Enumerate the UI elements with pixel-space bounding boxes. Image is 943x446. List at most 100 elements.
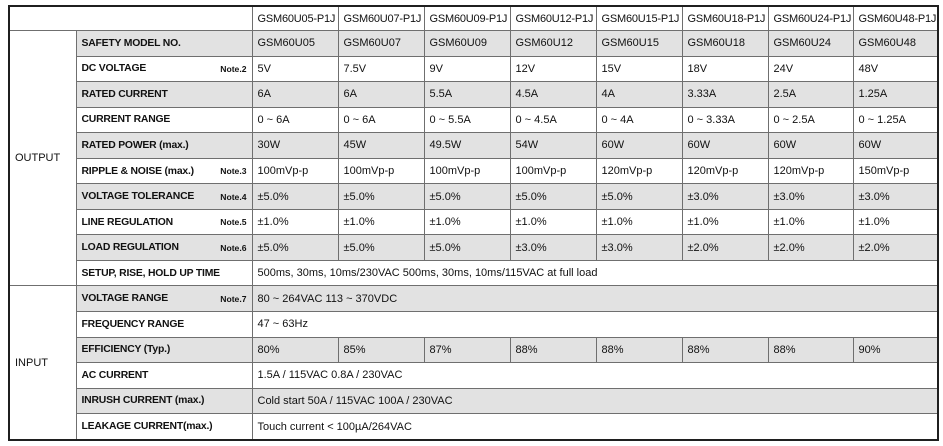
- spec-table-header: GSM60U05-P1J GSM60U07-P1J GSM60U09-P1J GSM6…: [8, 5, 939, 31]
- spec-value-cell: ±3.0%: [681, 183, 769, 210]
- row-note: Note.6: [220, 242, 247, 253]
- spec-value-cell: ±5.0%: [337, 183, 425, 210]
- row-label: CURRENT RANGE: [81, 114, 171, 126]
- row-label: EFFICIENCY (Typ.): [81, 344, 171, 356]
- spec-value-cell: ±5.0%: [251, 234, 339, 261]
- row-label: VOLTAGE TOLERANCE: [81, 191, 195, 203]
- row-label: INRUSH CURRENT (max.): [81, 395, 205, 407]
- row-label: SETUP, RISE, HOLD UP TIME: [81, 267, 221, 279]
- spec-value-cell: 120mVp-p: [595, 157, 683, 185]
- spec-value-cell: 60W: [852, 132, 939, 159]
- spec-value-cell: 0 ~ 6A: [337, 106, 425, 134]
- spec-value-cell: GSM60U07: [337, 30, 425, 57]
- spec-value-cell: GSM60U48: [852, 30, 939, 57]
- corner-cell: [8, 5, 253, 31]
- spec-value-cell: 5.5A: [423, 81, 511, 108]
- spec-value-cell: 60W: [767, 132, 854, 159]
- spec-merged-cell: Touch current < 100µA/264VAC: [251, 413, 939, 441]
- row-label-wrap: VOLTAGE RANGE Note.7: [82, 293, 247, 304]
- row-label-wrap: AC CURRENT: [82, 370, 247, 381]
- table-row: OUTPUT SAFETY MODEL NO. GSM60U05 GSM60U07 GS…: [8, 29, 939, 287]
- spec-value-cell: ±1.0%: [681, 208, 769, 236]
- row-label: DC VOLTAGE: [81, 63, 147, 75]
- table-row: CURRENT RANGE 0 ~ 6A 0 ~ 6A 0 ~ 5.5A 0 ~ 4.5…: [9, 106, 939, 134]
- spec-value-cell: 100mVp-p: [509, 157, 597, 185]
- spec-merged-cell: 80 ~ 264VAC 113 ~ 370VDC: [251, 285, 939, 313]
- table-row: INRUSH CURRENT (max.) Cold start 50A / 11…: [9, 387, 939, 415]
- spec-merged-cell: 1.5A / 115VAC 0.8A / 230VAC: [251, 362, 939, 389]
- spec-value-cell: 85%: [337, 336, 425, 364]
- spec-value-cell: 100mVp-p: [251, 157, 339, 185]
- spec-value-cell: 0 ~ 3.33A: [681, 106, 769, 134]
- spec-value-cell: 0 ~ 1.25A: [852, 106, 939, 134]
- spec-value-cell: 12V: [509, 55, 597, 83]
- spec-value-cell: 45W: [337, 132, 425, 159]
- row-label-cell: SAFETY MODEL NO.: [75, 30, 253, 57]
- row-label: LOAD REGULATION: [81, 242, 179, 254]
- row-label-wrap: LEAKAGE CURRENT(max.): [82, 421, 247, 432]
- row-label-wrap: LOAD REGULATION Note.6: [82, 242, 247, 253]
- spec-value-cell: 120mVp-p: [767, 157, 854, 185]
- row-label: RATED CURRENT: [81, 88, 168, 100]
- spec-value-cell: 0 ~ 5.5A: [423, 106, 511, 134]
- model-header-row: GSM60U05-P1J GSM60U07-P1J GSM60U09-P1J GSM6…: [8, 5, 939, 31]
- spec-value-cell: 150mVp-p: [852, 157, 939, 185]
- row-label-wrap: SETUP, RISE, HOLD UP TIME: [82, 268, 247, 279]
- spec-value-cell: 60W: [681, 132, 769, 159]
- row-note: Note.3: [220, 166, 247, 176]
- row-label-cell: LINE REGULATION Note.5: [75, 208, 253, 236]
- row-label-cell: SETUP, RISE, HOLD UP TIME: [75, 259, 253, 287]
- spec-value-cell: 7.5V: [337, 55, 425, 83]
- spec-value-cell: 54W: [509, 132, 597, 159]
- row-note: Note.4: [220, 191, 247, 202]
- row-label: VOLTAGE RANGE: [81, 293, 169, 305]
- row-note: Note.7: [220, 293, 247, 304]
- table-row: EFFICIENCY (Typ.) 80% 85% 87% 88% 88% 88% 88% 90…: [9, 336, 939, 364]
- spec-value-cell: 4A: [595, 81, 683, 108]
- spec-value-cell: ±3.0%: [595, 234, 683, 261]
- table-row: LEAKAGE CURRENT(max.) Touch current < 100…: [9, 413, 939, 441]
- row-label: FREQUENCY RANGE: [81, 318, 185, 330]
- spec-merged-cell: 47 ~ 63Hz: [251, 311, 939, 338]
- row-label-wrap: SAFETY MODEL NO.: [82, 38, 247, 49]
- spec-table-container: GSM60U05-P1J GSM60U07-P1J GSM60U09-P1J GSM6…: [8, 5, 939, 441]
- spec-value-cell: 24V: [767, 55, 854, 83]
- table-row: FREQUENCY RANGE 47 ~ 63Hz: [9, 311, 939, 338]
- spec-value-cell: 48V: [852, 55, 939, 83]
- spec-value-cell: 60W: [595, 132, 683, 159]
- spec-value-cell: 0 ~ 6A: [251, 106, 339, 134]
- spec-value-cell: 9V: [423, 55, 511, 83]
- spec-value-cell: GSM60U05: [251, 30, 339, 57]
- row-label: RATED POWER (max.): [81, 139, 189, 151]
- spec-value-cell: ±3.0%: [509, 234, 597, 261]
- table-row: AC CURRENT 1.5A / 115VAC 0.8A / 230VAC: [9, 362, 939, 389]
- spec-merged-cell: 500ms, 30ms, 10ms/230VAC 500ms, 30ms, 10…: [251, 259, 939, 287]
- spec-value-cell: GSM60U24: [767, 30, 854, 57]
- spec-value-cell: GSM60U12: [509, 30, 597, 57]
- model-header-GSM60U05-P1J: GSM60U05-P1J: [251, 5, 339, 31]
- table-row: RATED CURRENT 6A 6A 5.5A 4.5A 4A 3.33A 2.5A 1.25…: [9, 81, 939, 108]
- spec-value-cell: 120mVp-p: [681, 157, 769, 185]
- table-row: VOLTAGE TOLERANCE Note.4 ±5.0% ±5.0% ±5.0% ±5…: [9, 183, 939, 210]
- spec-value-cell: ±5.0%: [595, 183, 683, 210]
- spec-value-cell: ±5.0%: [337, 234, 425, 261]
- spec-value-cell: 30W: [251, 132, 339, 159]
- table-row: LOAD REGULATION Note.6 ±5.0% ±5.0% ±5.0% ±3.0…: [9, 234, 939, 261]
- row-label-wrap: VOLTAGE TOLERANCE Note.4: [82, 191, 247, 202]
- spec-value-cell: 15V: [595, 55, 683, 83]
- spec-value-cell: 0 ~ 2.5A: [767, 106, 854, 134]
- spec-value-cell: 88%: [595, 336, 683, 364]
- row-label-wrap: RATED POWER (max.): [82, 140, 247, 151]
- model-header-GSM60U48-P1J: GSM60U48-P1J: [852, 5, 939, 31]
- spec-value-cell: ±2.0%: [767, 234, 854, 261]
- spec-merged-cell: Cold start 50A / 115VAC 100A / 230VAC: [251, 387, 939, 415]
- row-label-wrap: LINE REGULATION Note.5: [82, 217, 247, 228]
- power-supply-spec-table: GSM60U05-P1J GSM60U07-P1J GSM60U09-P1J GSM6…: [8, 5, 939, 441]
- table-row: LINE REGULATION Note.5 ±1.0% ±1.0% ±1.0% ±1.0…: [9, 208, 939, 236]
- table-row: SETUP, RISE, HOLD UP TIME 500ms, 30ms, 10…: [9, 259, 939, 287]
- row-label-cell: RATED POWER (max.): [75, 132, 253, 159]
- model-header-GSM60U15-P1J: GSM60U15-P1J: [595, 5, 683, 31]
- row-label-cell: INRUSH CURRENT (max.): [75, 387, 253, 415]
- row-label: LINE REGULATION: [81, 216, 174, 228]
- spec-value-cell: 1.25A: [852, 81, 939, 108]
